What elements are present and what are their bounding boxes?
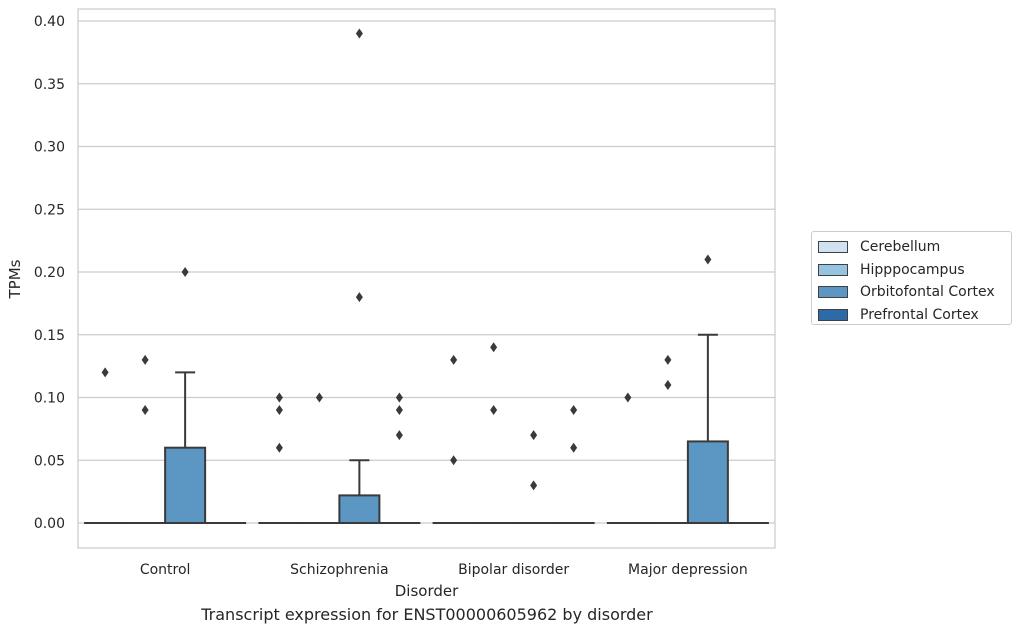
box-0-3 xyxy=(606,392,649,525)
outlier-marker xyxy=(315,392,323,403)
legend-item-orbitofrontal-cortex: Orbitofontal Cortex xyxy=(818,281,1005,304)
box-body xyxy=(164,446,207,525)
x-axis-ticks: Control Schizophrenia Bipolar disorder Majo… xyxy=(140,562,748,578)
outlier-marker xyxy=(664,379,672,390)
y-tick-label: 0.35 xyxy=(34,77,65,93)
legend-item-cerebellum: Cerebellum xyxy=(818,236,1005,259)
outlier-marker xyxy=(490,405,498,416)
outlier-marker xyxy=(450,455,458,466)
box-1-0 xyxy=(124,354,167,525)
y-tick-label: 0.40 xyxy=(34,14,65,30)
box-body xyxy=(338,494,381,525)
box-0-2 xyxy=(432,354,475,525)
y-tick-label: 0.10 xyxy=(34,391,65,407)
outlier-marker xyxy=(101,367,109,378)
boxes xyxy=(84,28,769,525)
outlier-marker xyxy=(141,354,149,365)
chart-caption: Transcript expression for ENST0000060596… xyxy=(201,605,653,624)
box-1-3 xyxy=(646,354,689,525)
x-tick-label: Bipolar disorder xyxy=(458,562,569,578)
outlier-marker xyxy=(664,354,672,365)
y-tick-label: 0.05 xyxy=(34,453,65,469)
x-tick-label: Schizophrenia xyxy=(290,562,388,578)
box-body xyxy=(686,440,729,524)
outlier-marker xyxy=(624,392,632,403)
legend-item-hippocampus: Hipppocampus xyxy=(818,259,1005,282)
x-axis-label: Disorder xyxy=(395,582,459,600)
outlier-marker xyxy=(141,405,149,416)
box-0-1 xyxy=(258,392,301,525)
outlier-marker xyxy=(530,430,538,441)
legend-label: Cerebellum xyxy=(860,239,941,256)
y-tick-label: 0.15 xyxy=(34,328,65,344)
legend: Cerebellum Hipppocampus Orbitofontal Cor… xyxy=(811,231,1012,325)
y-axis-label: TPMs xyxy=(6,259,24,299)
outlier-marker xyxy=(275,405,283,416)
box-2-0 xyxy=(164,267,207,525)
box-1-2 xyxy=(472,342,515,525)
outlier-marker xyxy=(395,405,403,416)
outlier-marker xyxy=(450,354,458,365)
outlier-marker xyxy=(275,392,283,403)
outlier-marker xyxy=(395,392,403,403)
box-2-3 xyxy=(686,254,729,524)
box-3-1 xyxy=(378,392,421,525)
outlier-marker xyxy=(570,405,578,416)
x-tick-label: Major depression xyxy=(628,562,748,578)
outlier-marker xyxy=(395,430,403,441)
outlier-marker xyxy=(355,28,363,39)
box-0-0 xyxy=(84,367,127,525)
outlier-marker xyxy=(530,480,538,491)
legend-swatch xyxy=(818,286,848,299)
legend-swatch xyxy=(818,263,848,276)
y-tick-label: 0.20 xyxy=(34,265,65,281)
outlier-marker xyxy=(490,342,498,353)
outlier-marker xyxy=(704,254,712,265)
outlier-marker xyxy=(570,442,578,453)
y-tick-label: 0.00 xyxy=(34,516,65,532)
legend-swatch xyxy=(818,241,848,254)
outlier-marker xyxy=(355,292,363,303)
plot-frame xyxy=(77,8,776,549)
y-tick-label: 0.25 xyxy=(34,202,65,218)
legend-item-prefrontal-cortex: Prefrontal Cortex xyxy=(818,304,1005,327)
outlier-marker xyxy=(275,442,283,453)
box-1-1 xyxy=(298,392,341,525)
legend-label: Prefrontal Cortex xyxy=(860,306,979,323)
y-axis-ticks: 0.00 0.05 0.10 0.15 0.20 0.25 0.30 0.35 0.40 xyxy=(34,14,65,532)
legend-label: Orbitofontal Cortex xyxy=(860,284,995,301)
box-2-1 xyxy=(338,28,381,525)
outlier-marker xyxy=(181,267,189,277)
legend-swatch xyxy=(818,308,848,321)
box-3-2 xyxy=(552,405,595,525)
y-tick-label: 0.30 xyxy=(34,140,65,156)
x-tick-label: Control xyxy=(140,562,191,578)
box-2-2 xyxy=(512,430,555,525)
legend-label: Hipppocampus xyxy=(860,261,965,278)
